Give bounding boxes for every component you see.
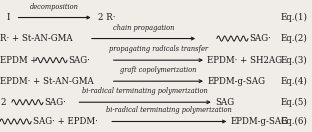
Text: SAG·: SAG· (250, 34, 271, 43)
Text: I: I (6, 13, 10, 22)
Text: SAG· + EPDM·: SAG· + EPDM· (33, 117, 98, 126)
Text: Eq.(6): Eq.(6) (280, 117, 307, 126)
Text: propagating radicals transfer: propagating radicals transfer (109, 45, 208, 53)
Text: decomposition: decomposition (30, 3, 79, 11)
Text: Eq.(4): Eq.(4) (280, 77, 307, 86)
Text: EPDM· + SH2AG: EPDM· + SH2AG (207, 56, 283, 65)
Text: graft copolymerization: graft copolymerization (120, 66, 197, 74)
Text: Eq.(3): Eq.(3) (280, 56, 307, 65)
Text: Eq.(1): Eq.(1) (280, 13, 307, 22)
Text: bi-radical terminating polymerization: bi-radical terminating polymerization (82, 87, 208, 95)
Text: Eq.(5): Eq.(5) (280, 98, 307, 107)
Text: EPDM +: EPDM + (0, 56, 37, 65)
Text: chain propagation: chain propagation (113, 23, 174, 32)
Text: 2 R·: 2 R· (98, 13, 116, 22)
Text: EPDM-g-SAG: EPDM-g-SAG (207, 77, 266, 86)
Text: 2: 2 (0, 98, 6, 107)
Text: SAG·: SAG· (45, 98, 66, 107)
Text: SAG: SAG (215, 98, 234, 107)
Text: bi-radical terminating polymerization: bi-radical terminating polymerization (106, 107, 232, 114)
Text: R· + St-AN-GMA: R· + St-AN-GMA (0, 34, 73, 43)
Text: Eq.(2): Eq.(2) (280, 34, 307, 43)
Text: EPDM-g-SAG: EPDM-g-SAG (231, 117, 289, 126)
Text: EPDM· + St-AN-GMA: EPDM· + St-AN-GMA (0, 77, 94, 86)
Text: SAG·: SAG· (69, 56, 90, 65)
